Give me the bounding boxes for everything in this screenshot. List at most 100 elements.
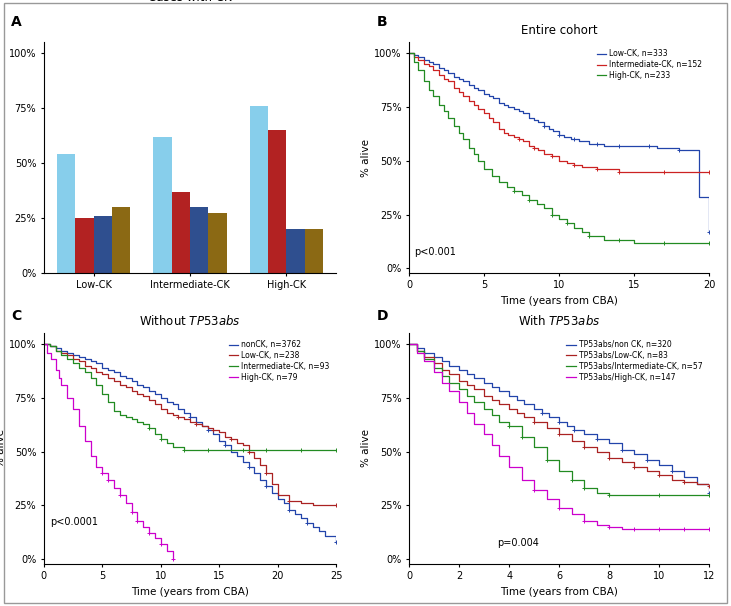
TP53abs/non CK, n=320 bbox=[420, 349, 428, 356]
High-CK, n=233 bbox=[444, 114, 452, 121]
Intermediate-CK, n=152 bbox=[409, 54, 418, 61]
Intermediate-CK, n=152 bbox=[480, 110, 488, 117]
TP53abs/Low-CK, n=83 bbox=[680, 478, 689, 485]
nonCK, n=3762 bbox=[180, 409, 189, 416]
Low-CK, n=238 bbox=[320, 502, 329, 509]
Low-CK, n=238 bbox=[57, 349, 66, 356]
Intermediate-CK, n=93 bbox=[98, 390, 107, 397]
Legend: Low-CK, n=333, Intermediate-CK, n=152, High-CK, n=233: Low-CK, n=333, Intermediate-CK, n=152, H… bbox=[594, 46, 705, 83]
nonCK, n=3762 bbox=[238, 459, 247, 466]
TP53abs/Intermediate-CK, n=57 bbox=[455, 385, 463, 393]
High-CK, n=233 bbox=[659, 239, 668, 246]
X-axis label: Time (years from CBA): Time (years from CBA) bbox=[131, 587, 249, 597]
TP53abs/High-CK, n=147 bbox=[430, 368, 439, 376]
X-axis label: Time (years from CBA): Time (years from CBA) bbox=[500, 296, 618, 306]
TP53abs/non CK, n=320 bbox=[643, 457, 651, 464]
TP53abs/Low-CK, n=83 bbox=[617, 459, 626, 466]
High-CK, n=79 bbox=[162, 547, 171, 554]
nonCK, n=3762 bbox=[303, 519, 311, 527]
Intermediate-CK, n=152 bbox=[519, 138, 528, 145]
Intermediate-CK, n=152 bbox=[504, 132, 512, 139]
nonCK, n=3762 bbox=[279, 500, 288, 507]
Intermediate-CK, n=93 bbox=[192, 446, 200, 453]
Intermediate-CK, n=93 bbox=[92, 381, 101, 388]
nonCK, n=3762 bbox=[63, 349, 72, 356]
TP53abs/Intermediate-CK, n=57 bbox=[488, 411, 496, 419]
Line: TP53abs/non CK, n=320: TP53abs/non CK, n=320 bbox=[409, 344, 709, 493]
TP53abs/non CK, n=320 bbox=[530, 405, 539, 412]
High-CK, n=79 bbox=[63, 395, 72, 402]
nonCK, n=3762 bbox=[273, 495, 282, 502]
TP53abs/High-CK, n=147 bbox=[542, 495, 551, 502]
TP53abs/High-CK, n=147 bbox=[455, 399, 463, 406]
TP53abs/Intermediate-CK, n=57 bbox=[518, 433, 526, 440]
TP53abs/High-CK, n=147 bbox=[580, 517, 588, 524]
Intermediate-CK, n=93 bbox=[121, 414, 130, 421]
nonCK, n=3762 bbox=[215, 438, 224, 445]
High-CK, n=233 bbox=[455, 129, 463, 136]
nonCK, n=3762 bbox=[256, 476, 265, 483]
TP53abs/Intermediate-CK, n=57 bbox=[470, 399, 479, 406]
Intermediate-CK, n=93 bbox=[80, 368, 89, 376]
nonCK, n=3762 bbox=[244, 463, 253, 470]
High-CK, n=233 bbox=[645, 239, 654, 246]
Intermediate-CK, n=93 bbox=[139, 420, 148, 427]
Intermediate-CK, n=152 bbox=[474, 105, 482, 113]
TP53abs/Intermediate-CK, n=57 bbox=[655, 491, 664, 498]
Low-CK, n=238 bbox=[174, 414, 183, 421]
nonCK, n=3762 bbox=[262, 482, 270, 490]
TP53abs/non CK, n=320 bbox=[445, 362, 454, 369]
TP53abs/non CK, n=320 bbox=[470, 375, 479, 382]
High-CK, n=233 bbox=[474, 157, 482, 164]
TP53abs/Intermediate-CK, n=57 bbox=[505, 422, 514, 430]
Intermediate-CK, n=93 bbox=[308, 446, 317, 453]
TP53abs/Low-CK, n=83 bbox=[463, 381, 471, 388]
Intermediate-CK, n=152 bbox=[534, 147, 542, 154]
TP53abs/Intermediate-CK, n=57 bbox=[592, 489, 601, 496]
High-CK, n=79 bbox=[86, 452, 95, 459]
TP53abs/High-CK, n=147 bbox=[445, 388, 454, 395]
Low-CK, n=238 bbox=[332, 502, 341, 509]
TP53abs/High-CK, n=147 bbox=[643, 525, 651, 533]
TP53abs/Intermediate-CK, n=57 bbox=[680, 491, 689, 498]
Line: High-CK, n=233: High-CK, n=233 bbox=[409, 53, 709, 242]
Low-CK, n=238 bbox=[63, 351, 72, 359]
Intermediate-CK, n=93 bbox=[51, 347, 60, 354]
Intermediate-CK, n=152 bbox=[459, 93, 468, 100]
Low-CK, n=238 bbox=[285, 498, 294, 505]
High-CK, n=79 bbox=[121, 500, 130, 507]
High-CK, n=233 bbox=[705, 239, 713, 246]
TP53abs/Low-CK, n=83 bbox=[580, 444, 588, 451]
High-CK, n=233 bbox=[548, 211, 556, 218]
Intermediate-CK, n=152 bbox=[539, 151, 548, 158]
Intermediate-CK, n=93 bbox=[115, 411, 124, 419]
Intermediate-CK, n=93 bbox=[215, 446, 224, 453]
nonCK, n=3762 bbox=[127, 377, 136, 384]
nonCK, n=3762 bbox=[151, 390, 159, 397]
TP53abs/High-CK, n=147 bbox=[480, 431, 488, 438]
High-CK, n=233 bbox=[585, 233, 594, 240]
nonCK, n=3762 bbox=[168, 401, 177, 408]
Low-CK, n=238 bbox=[127, 388, 136, 395]
High-CK, n=233 bbox=[405, 50, 414, 57]
Intermediate-CK, n=93 bbox=[320, 446, 329, 453]
Y-axis label: % alive: % alive bbox=[361, 430, 371, 467]
nonCK, n=3762 bbox=[174, 405, 183, 412]
Intermediate-CK, n=93 bbox=[145, 424, 154, 431]
TP53abs/Low-CK, n=83 bbox=[420, 353, 428, 361]
nonCK, n=3762 bbox=[209, 431, 218, 438]
TP53abs/High-CK, n=147 bbox=[405, 341, 414, 348]
Low-CK, n=333 bbox=[562, 133, 571, 141]
Intermediate-CK, n=152 bbox=[495, 125, 504, 132]
High-CK, n=233 bbox=[465, 144, 474, 152]
TP53abs/Low-CK, n=83 bbox=[520, 414, 529, 421]
TP53abs/Low-CK, n=83 bbox=[542, 424, 551, 431]
Low-CK, n=238 bbox=[151, 401, 159, 408]
Intermediate-CK, n=152 bbox=[450, 84, 459, 92]
nonCK, n=3762 bbox=[92, 360, 101, 367]
High-CK, n=233 bbox=[569, 224, 578, 231]
nonCK, n=3762 bbox=[139, 384, 148, 391]
High-CK, n=233 bbox=[469, 151, 478, 158]
High-CK, n=79 bbox=[39, 341, 48, 348]
nonCK, n=3762 bbox=[297, 514, 306, 522]
